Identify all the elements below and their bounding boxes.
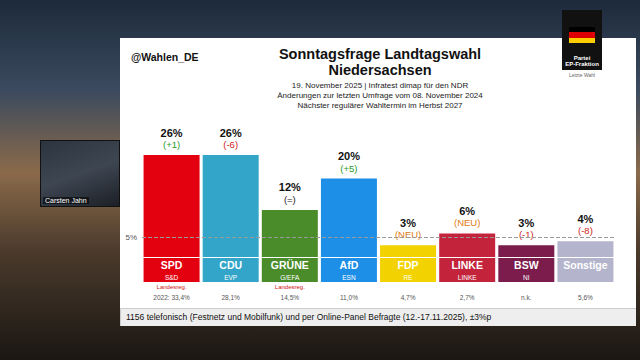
svg-text:AfD: AfD [340,259,359,271]
svg-text:EVP: EVP [224,274,237,281]
svg-text:(-8): (-8) [578,225,593,236]
svg-text:(=): (=) [284,194,296,205]
svg-text:5,6%: 5,6% [578,294,593,301]
svg-text:LINKE: LINKE [458,274,477,281]
svg-text:14,5%: 14,5% [281,294,300,301]
svg-text:3%: 3% [400,217,416,229]
svg-text:3%: 3% [518,217,534,229]
svg-text:NI: NI [523,274,530,281]
svg-text:CDU: CDU [219,259,242,271]
svg-text:G/EFA: G/EFA [280,274,300,281]
svg-text:(+5): (+5) [340,163,357,174]
html-text:Partei: Partei [573,55,591,61]
svg-text:1156 telefonisch (Festnetz und: 1156 telefonisch (Festnetz und Mobilfunk… [126,312,492,322]
svg-text:(-6): (-6) [223,139,238,150]
svg-text:LINKE: LINKE [451,259,483,271]
svg-text:2,7%: 2,7% [460,294,475,301]
svg-text:26%: 26% [161,127,183,139]
svg-text:(NEU): (NEU) [454,217,480,228]
svg-text:SPD: SPD [161,259,183,271]
svg-text:5%: 5% [125,233,137,242]
svg-text:@Wahlen_DE: @Wahlen_DE [131,51,199,63]
svg-text:12%: 12% [279,181,301,193]
svg-text:ESN: ESN [342,274,356,281]
svg-text:Änderungen zur letzten Umfrage: Änderungen zur letzten Umfrage vom 08. N… [277,91,483,100]
svg-text:Sonstige: Sonstige [563,259,607,271]
html-text:Carsten Jahn: Carsten Jahn [45,197,87,204]
svg-text:Nächster regulärer Wahltermin: Nächster regulärer Wahltermin im Herbst … [297,101,463,110]
html-text:EP-Fraktion: EP-Fraktion [565,61,599,67]
html-text:Letzte Wahl: Letzte Wahl [568,72,596,78]
svg-text:Landesreg.: Landesreg. [157,284,187,290]
svg-text:BSW: BSW [514,259,539,271]
svg-text:11,0%: 11,0% [340,294,358,301]
svg-text:Sonntagsfrage Landtagswahl: Sonntagsfrage Landtagswahl [279,46,481,62]
svg-text:(NEU): (NEU) [395,229,421,240]
svg-text:FDP: FDP [398,259,419,271]
svg-text:6%: 6% [459,205,475,217]
svg-text:28,1%: 28,1% [221,294,240,301]
svg-text:n.k.: n.k. [521,294,532,301]
svg-text:4,7%: 4,7% [401,294,416,301]
svg-text:(-1): (-1) [519,229,534,240]
svg-text:GRÜNE: GRÜNE [271,259,309,271]
svg-text:4%: 4% [577,213,593,225]
svg-text:26%: 26% [220,127,242,139]
svg-text:S&D: S&D [165,274,179,281]
svg-text:20%: 20% [338,150,360,162]
svg-text:(+1): (+1) [163,139,180,150]
svg-text:RE: RE [404,274,414,281]
svg-text:Niedersachsen: Niedersachsen [328,62,431,78]
svg-text:19. November 2025 | Infratest: 19. November 2025 | Infratest dimap für … [292,81,469,90]
svg-text:Landesreg.: Landesreg. [275,284,305,290]
svg-text:2022: 33,4%: 2022: 33,4% [153,294,190,301]
